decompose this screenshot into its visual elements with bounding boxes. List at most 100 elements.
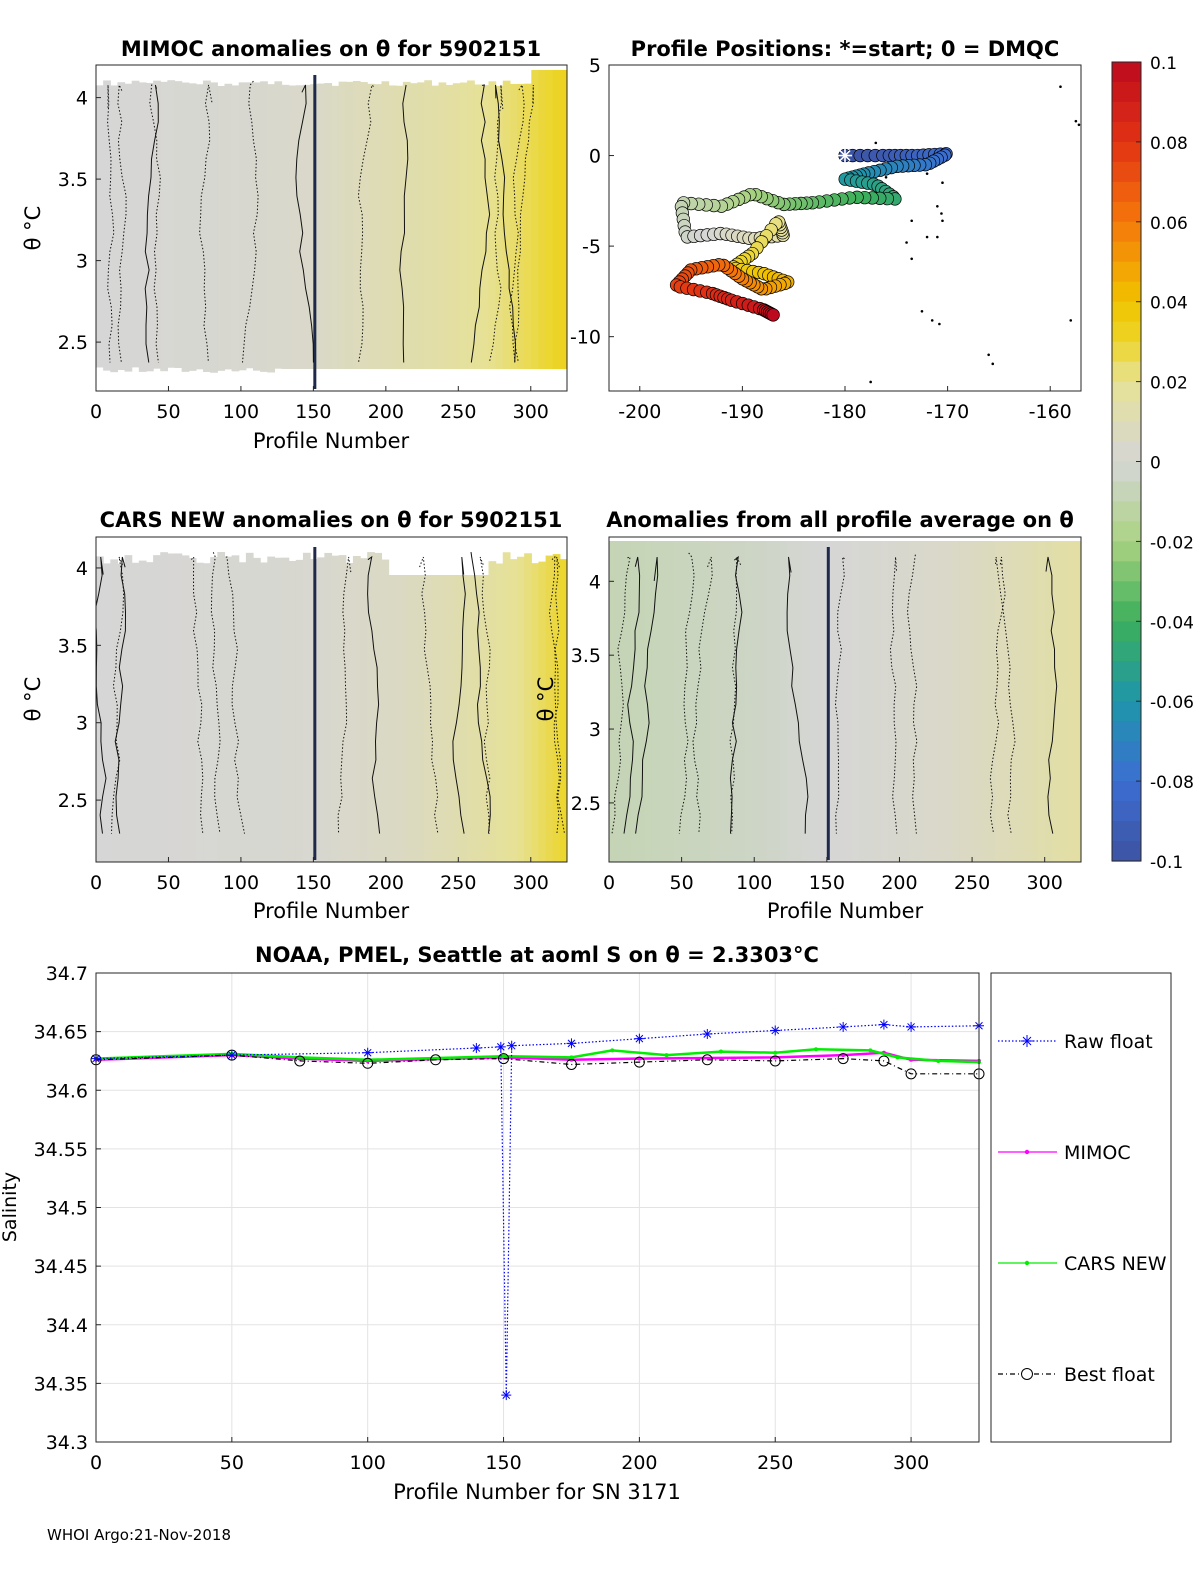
anomaly-cell (524, 83, 532, 370)
y-tick-label: 5 (589, 55, 601, 77)
x-tick-label: -200 (618, 401, 661, 423)
panel-title: Anomalies from all profile average on θ (606, 508, 1074, 532)
y-tick-label: 34.3 (46, 1432, 88, 1454)
contour-line (678, 552, 695, 834)
x-axis-label: Profile Number (253, 899, 410, 923)
x-tick-label: 150 (485, 1452, 521, 1474)
anomaly-cell (651, 541, 660, 862)
x-tick-label: 200 (621, 1452, 657, 1474)
axes: 0 50 100 150 200 250 300 2.5 3 3.5 4 (571, 571, 1063, 894)
contour-lines (107, 80, 534, 363)
anomaly-cell (188, 558, 197, 862)
anomaly-cell (488, 81, 497, 369)
anomaly-cell (402, 575, 411, 862)
anomaly-cell (1073, 541, 1081, 862)
series-line (95, 1054, 979, 1075)
colorbar-band (1112, 801, 1141, 822)
anomaly-cell (388, 85, 397, 370)
footer-stamp: WHOI Argo:21-Nov-2018 (47, 1526, 231, 1544)
raw-float-marker (770, 1025, 781, 1036)
historical-profile-dot (905, 241, 908, 244)
colorbar-tick-label: 0.06 (1150, 214, 1188, 234)
colorbar-band (1112, 741, 1141, 762)
raw-float-marker (878, 1019, 889, 1030)
colorbar-band (1112, 401, 1141, 423)
historical-profile-dot (936, 204, 939, 208)
anomaly-cell (153, 80, 161, 369)
anomaly-cell (787, 541, 796, 862)
bad-profile-line (313, 75, 317, 389)
anomaly-cell (1002, 541, 1011, 862)
y-tick-label: 34.65 (34, 1022, 88, 1044)
anomaly-cell (103, 80, 111, 371)
contour-line (611, 556, 631, 834)
contour-line (191, 555, 204, 834)
historical-profile-dot (940, 212, 943, 215)
anomaly-cell (374, 84, 383, 370)
profile-positions-panel: Profile Positions: *=start; 0 = DMQC -20… (570, 37, 1082, 423)
contour-line (834, 555, 845, 834)
legend-item: Best float (998, 1364, 1155, 1386)
anomaly-cell (552, 70, 561, 369)
colorbar-band (1112, 561, 1141, 582)
colorbar-band (1112, 621, 1141, 642)
legend-item: CARS NEW (998, 1253, 1167, 1275)
anomaly-cell (445, 84, 454, 370)
historical-profile-dot (1069, 319, 1073, 322)
x-tick-label: 100 (223, 872, 259, 894)
anomaly-cell (417, 82, 425, 369)
anomaly-cell (1052, 541, 1061, 862)
anomaly-cell (481, 85, 490, 370)
anomaly-cell (231, 85, 240, 372)
panel-title: MIMOC anomalies on θ for 5902151 (121, 37, 541, 61)
bad-profile-line (826, 547, 830, 860)
y-tick-label: -5 (582, 236, 601, 258)
raw-float-marker (702, 1028, 713, 1039)
legend-box (990, 972, 1172, 1443)
series-dot (813, 1047, 818, 1052)
y-tick-label: 4 (589, 571, 601, 593)
colorbar-band (1112, 461, 1141, 483)
anomaly-cell (538, 70, 547, 369)
anomaly-cell (324, 552, 333, 862)
contour-line (729, 556, 742, 834)
contour-line (623, 556, 641, 834)
plot-frame (95, 536, 568, 863)
colorbar-band (1112, 761, 1141, 782)
anomaly-cell (360, 558, 368, 862)
historical-profile-dot (920, 310, 924, 313)
colorbar-band (1112, 101, 1141, 123)
legend-item: MIMOC (998, 1142, 1131, 1164)
contour-line (470, 552, 491, 834)
contour-line (479, 556, 491, 834)
contour-line (553, 556, 560, 834)
anomaly-cell (395, 575, 404, 862)
anomaly-cell (331, 555, 340, 862)
anomaly-cell (96, 85, 104, 368)
series-dot (773, 1050, 778, 1055)
anomaly-cell (780, 541, 789, 862)
series-dot (718, 1049, 723, 1054)
colorbar-tick-label: 0.02 (1150, 374, 1188, 394)
contour-line (399, 84, 409, 363)
contour-line (107, 84, 115, 363)
anomaly-cell (295, 85, 304, 369)
legend-label: MIMOC (1064, 1142, 1131, 1164)
anomaly-cell (302, 84, 311, 370)
colorbar-band (1112, 581, 1141, 602)
best-float-marker (633, 1056, 645, 1068)
historical-profile-dot (991, 362, 995, 366)
anomaly-cell (188, 83, 197, 371)
anomaly-cell (317, 83, 325, 369)
y-tick-label: 0 (589, 146, 601, 168)
colorbar-band (1112, 481, 1141, 503)
colorbar-tick-label: -0.06 (1150, 693, 1194, 713)
anomaly-cell (880, 541, 889, 862)
axes: -200 -190 -180 -170 -160 -10 -5 0 5 (570, 55, 1072, 423)
anomaly-cell (980, 541, 989, 862)
colorbar-tick-label: 0.1 (1150, 54, 1177, 74)
historical-profile-dot (1059, 85, 1062, 89)
contour-line (295, 84, 314, 363)
series-dot (610, 1048, 615, 1053)
series-line (95, 1023, 980, 1396)
